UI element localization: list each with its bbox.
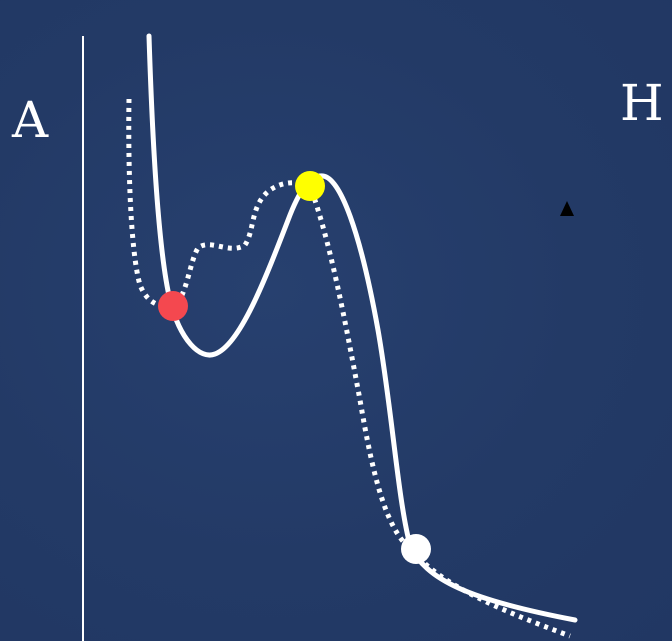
red-dot (158, 291, 188, 321)
right-axis-label: H (620, 74, 664, 132)
small-triangle-icon (560, 201, 574, 216)
left-axis-label: A (12, 91, 49, 149)
yellow-dot (295, 171, 325, 201)
white-dot (401, 534, 431, 564)
dotted-energy-curve (126, 98, 571, 639)
solid-energy-curve (146, 33, 578, 623)
